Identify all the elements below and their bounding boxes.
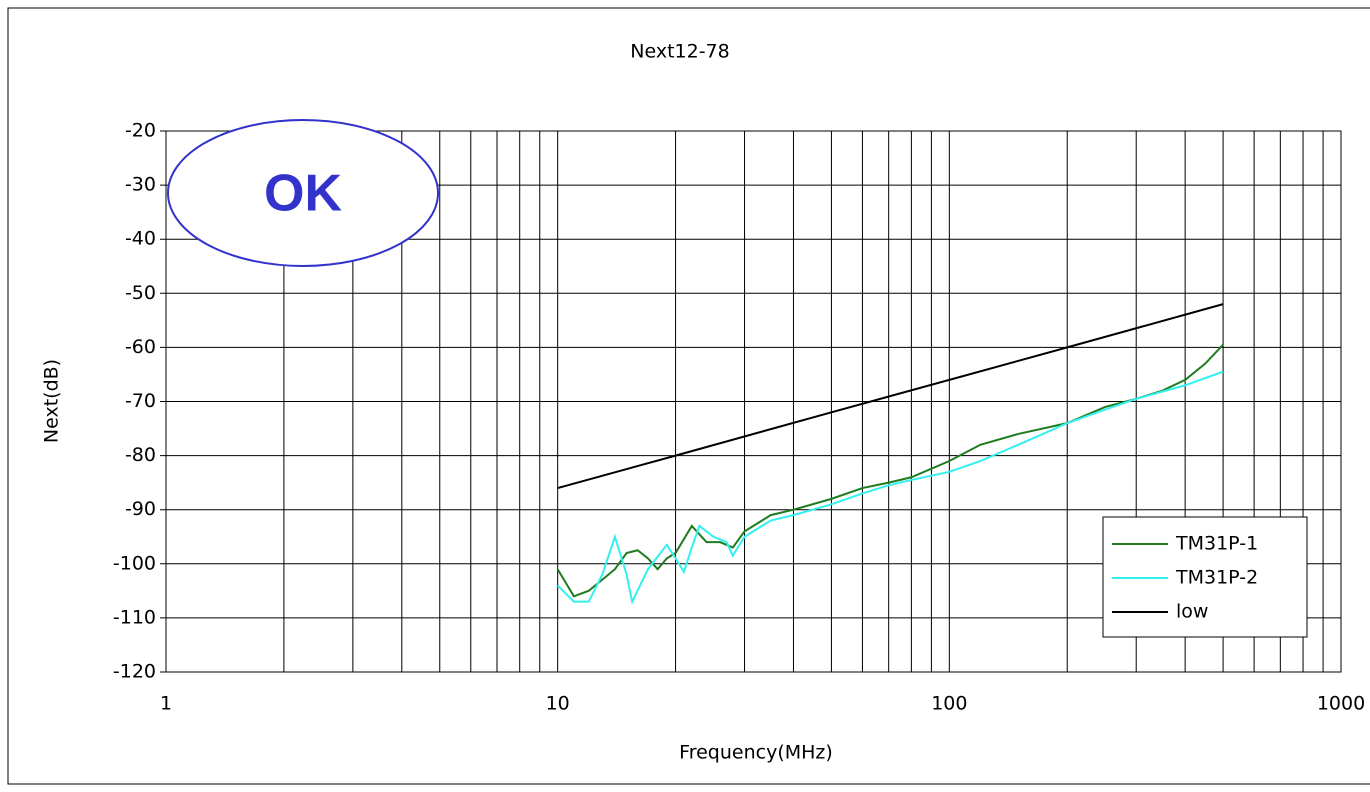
x-tick-label: 1: [160, 693, 172, 715]
y-tick-label: -110: [113, 606, 156, 628]
y-tick-label: -30: [125, 174, 156, 196]
x-axis-label: Frequency(MHz): [679, 742, 833, 764]
y-axis-label: Next(dB): [41, 359, 63, 443]
x-tick-label: 1000: [1317, 693, 1365, 715]
y-tick-label: -80: [125, 444, 156, 466]
legend-label: low: [1176, 601, 1208, 623]
y-tick-label: -120: [113, 661, 156, 683]
y-tick-label: -60: [125, 336, 156, 358]
y-tick-label: -40: [125, 228, 156, 250]
y-tick-label: -50: [125, 282, 156, 304]
series-line: [556, 344, 1224, 598]
y-tick-label: -90: [125, 498, 156, 520]
plot-border: [165, 130, 1342, 673]
x-tick-label: 10: [546, 693, 570, 715]
x-tick-label: 100: [931, 693, 967, 715]
series-line: [557, 303, 1224, 490]
y-tick-label: -100: [113, 552, 156, 574]
ok-ellipse: [167, 119, 439, 267]
annotation: OK: [264, 165, 342, 223]
legend-label: TM31P-2: [1175, 567, 1258, 589]
chart-frame: [7, 7, 1370, 785]
y-tick-label: -70: [125, 390, 156, 412]
y-tick-label: -20: [125, 120, 156, 142]
series-line: [556, 370, 1224, 605]
legend-label: TM31P-1: [1175, 533, 1258, 555]
chart-title: Next12-78: [630, 41, 729, 63]
